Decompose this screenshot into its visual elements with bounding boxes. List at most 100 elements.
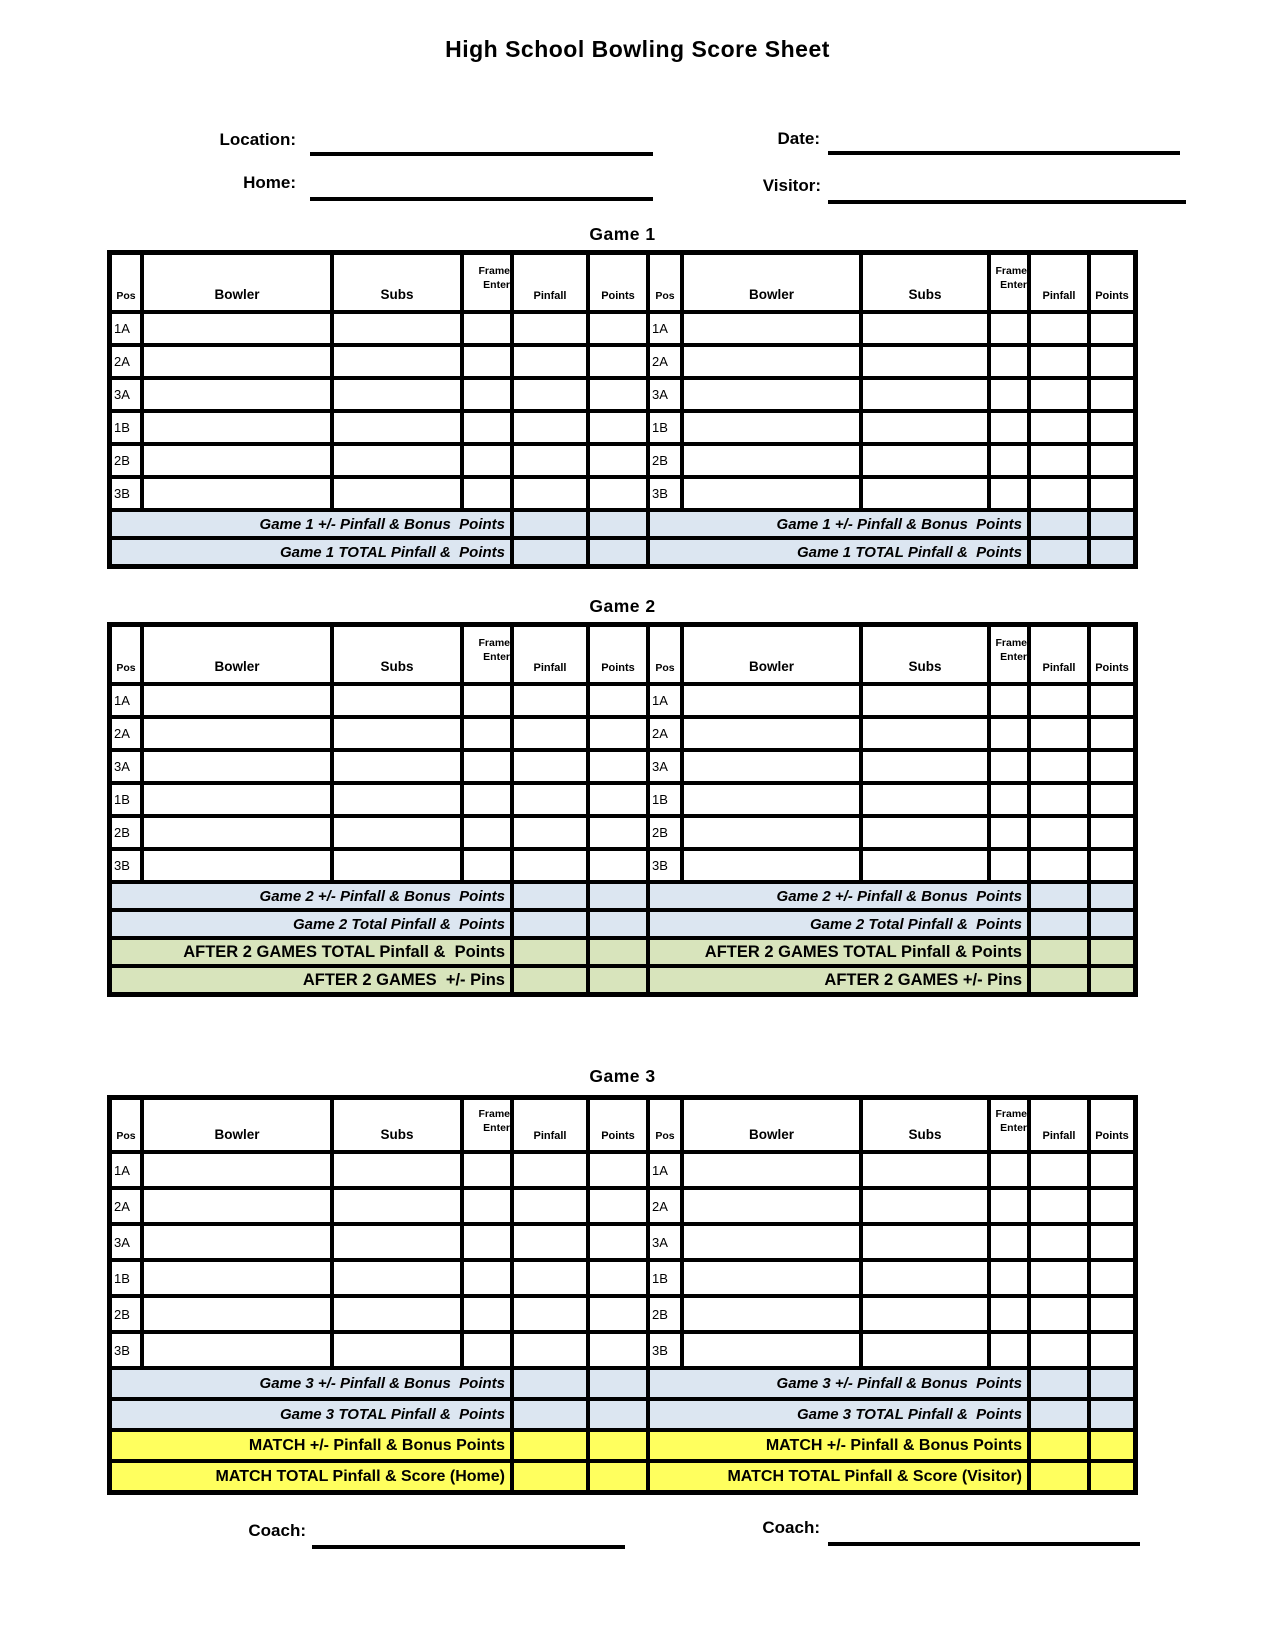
points-cell[interactable] — [590, 686, 646, 715]
frame-enter-cell[interactable] — [991, 851, 1027, 880]
subs-cell[interactable] — [863, 752, 987, 781]
pinfall-cell[interactable] — [1031, 851, 1087, 880]
frame-enter-cell[interactable] — [464, 347, 510, 376]
frame-enter-cell[interactable] — [464, 1334, 510, 1366]
frame-enter-cell[interactable] — [464, 719, 510, 748]
bowler-cell[interactable] — [684, 752, 859, 781]
pinfall-cell[interactable] — [514, 1154, 586, 1186]
summary-points-cell[interactable] — [590, 512, 646, 536]
points-cell[interactable] — [1091, 446, 1133, 475]
pinfall-cell[interactable] — [1031, 446, 1087, 475]
bowler-cell[interactable] — [144, 851, 330, 880]
subs-cell[interactable] — [863, 314, 987, 343]
points-cell[interactable] — [1091, 818, 1133, 847]
bowler-cell[interactable] — [684, 1262, 859, 1294]
subs-cell[interactable] — [863, 1262, 987, 1294]
frame-enter-cell[interactable] — [464, 1226, 510, 1258]
summary-points-cell[interactable] — [1091, 968, 1133, 992]
summary-points-cell[interactable] — [1091, 884, 1133, 908]
subs-cell[interactable] — [863, 851, 987, 880]
pinfall-cell[interactable] — [1031, 347, 1087, 376]
frame-enter-cell[interactable] — [464, 1190, 510, 1222]
subs-cell[interactable] — [334, 347, 460, 376]
points-cell[interactable] — [1091, 1226, 1133, 1258]
summary-pinfall-cell[interactable] — [1031, 968, 1087, 992]
summary-points-cell[interactable] — [1091, 1370, 1133, 1397]
pinfall-cell[interactable] — [514, 479, 586, 508]
subs-cell[interactable] — [334, 851, 460, 880]
bowler-cell[interactable] — [684, 314, 859, 343]
points-cell[interactable] — [1091, 380, 1133, 409]
subs-cell[interactable] — [863, 479, 987, 508]
pinfall-cell[interactable] — [514, 446, 586, 475]
subs-cell[interactable] — [334, 446, 460, 475]
coach-visitor-field-line[interactable] — [828, 1542, 1140, 1546]
frame-enter-cell[interactable] — [991, 1298, 1027, 1330]
frame-enter-cell[interactable] — [991, 818, 1027, 847]
bowler-cell[interactable] — [144, 1298, 330, 1330]
points-cell[interactable] — [1091, 479, 1133, 508]
points-cell[interactable] — [1091, 1190, 1133, 1222]
frame-enter-cell[interactable] — [464, 686, 510, 715]
subs-cell[interactable] — [863, 1226, 987, 1258]
bowler-cell[interactable] — [684, 380, 859, 409]
points-cell[interactable] — [590, 479, 646, 508]
frame-enter-cell[interactable] — [464, 380, 510, 409]
summary-points-cell[interactable] — [1091, 512, 1133, 536]
frame-enter-cell[interactable] — [991, 752, 1027, 781]
subs-cell[interactable] — [863, 719, 987, 748]
summary-pinfall-cell[interactable] — [514, 1432, 586, 1459]
summary-points-cell[interactable] — [590, 1463, 646, 1490]
summary-pinfall-cell[interactable] — [514, 912, 586, 936]
pinfall-cell[interactable] — [514, 851, 586, 880]
subs-cell[interactable] — [334, 1262, 460, 1294]
subs-cell[interactable] — [334, 1226, 460, 1258]
frame-enter-cell[interactable] — [464, 413, 510, 442]
frame-enter-cell[interactable] — [991, 347, 1027, 376]
frame-enter-cell[interactable] — [991, 719, 1027, 748]
summary-points-cell[interactable] — [1091, 940, 1133, 964]
bowler-cell[interactable] — [144, 1190, 330, 1222]
summary-pinfall-cell[interactable] — [514, 1370, 586, 1397]
bowler-cell[interactable] — [144, 752, 330, 781]
pinfall-cell[interactable] — [1031, 818, 1087, 847]
pinfall-cell[interactable] — [514, 413, 586, 442]
bowler-cell[interactable] — [144, 479, 330, 508]
pinfall-cell[interactable] — [1031, 1334, 1087, 1366]
summary-points-cell[interactable] — [590, 884, 646, 908]
summary-pinfall-cell[interactable] — [1031, 940, 1087, 964]
frame-enter-cell[interactable] — [464, 1262, 510, 1294]
bowler-cell[interactable] — [144, 686, 330, 715]
points-cell[interactable] — [590, 1226, 646, 1258]
subs-cell[interactable] — [863, 347, 987, 376]
bowler-cell[interactable] — [144, 1154, 330, 1186]
points-cell[interactable] — [1091, 1262, 1133, 1294]
bowler-cell[interactable] — [684, 413, 859, 442]
bowler-cell[interactable] — [144, 719, 330, 748]
summary-points-cell[interactable] — [590, 1370, 646, 1397]
pinfall-cell[interactable] — [514, 818, 586, 847]
bowler-cell[interactable] — [684, 818, 859, 847]
bowler-cell[interactable] — [684, 446, 859, 475]
summary-pinfall-cell[interactable] — [1031, 1401, 1087, 1428]
summary-pinfall-cell[interactable] — [514, 1463, 586, 1490]
subs-cell[interactable] — [334, 1190, 460, 1222]
summary-points-cell[interactable] — [1091, 1432, 1133, 1459]
subs-cell[interactable] — [863, 1154, 987, 1186]
points-cell[interactable] — [1091, 347, 1133, 376]
summary-pinfall-cell[interactable] — [514, 884, 586, 908]
pinfall-cell[interactable] — [514, 380, 586, 409]
bowler-cell[interactable] — [144, 446, 330, 475]
points-cell[interactable] — [1091, 719, 1133, 748]
points-cell[interactable] — [1091, 1154, 1133, 1186]
bowler-cell[interactable] — [684, 1226, 859, 1258]
bowler-cell[interactable] — [684, 1190, 859, 1222]
summary-points-cell[interactable] — [590, 968, 646, 992]
summary-points-cell[interactable] — [1091, 912, 1133, 936]
summary-points-cell[interactable] — [590, 1401, 646, 1428]
frame-enter-cell[interactable] — [464, 314, 510, 343]
bowler-cell[interactable] — [144, 314, 330, 343]
subs-cell[interactable] — [863, 413, 987, 442]
visitor-field-line[interactable] — [828, 200, 1186, 204]
bowler-cell[interactable] — [144, 1334, 330, 1366]
